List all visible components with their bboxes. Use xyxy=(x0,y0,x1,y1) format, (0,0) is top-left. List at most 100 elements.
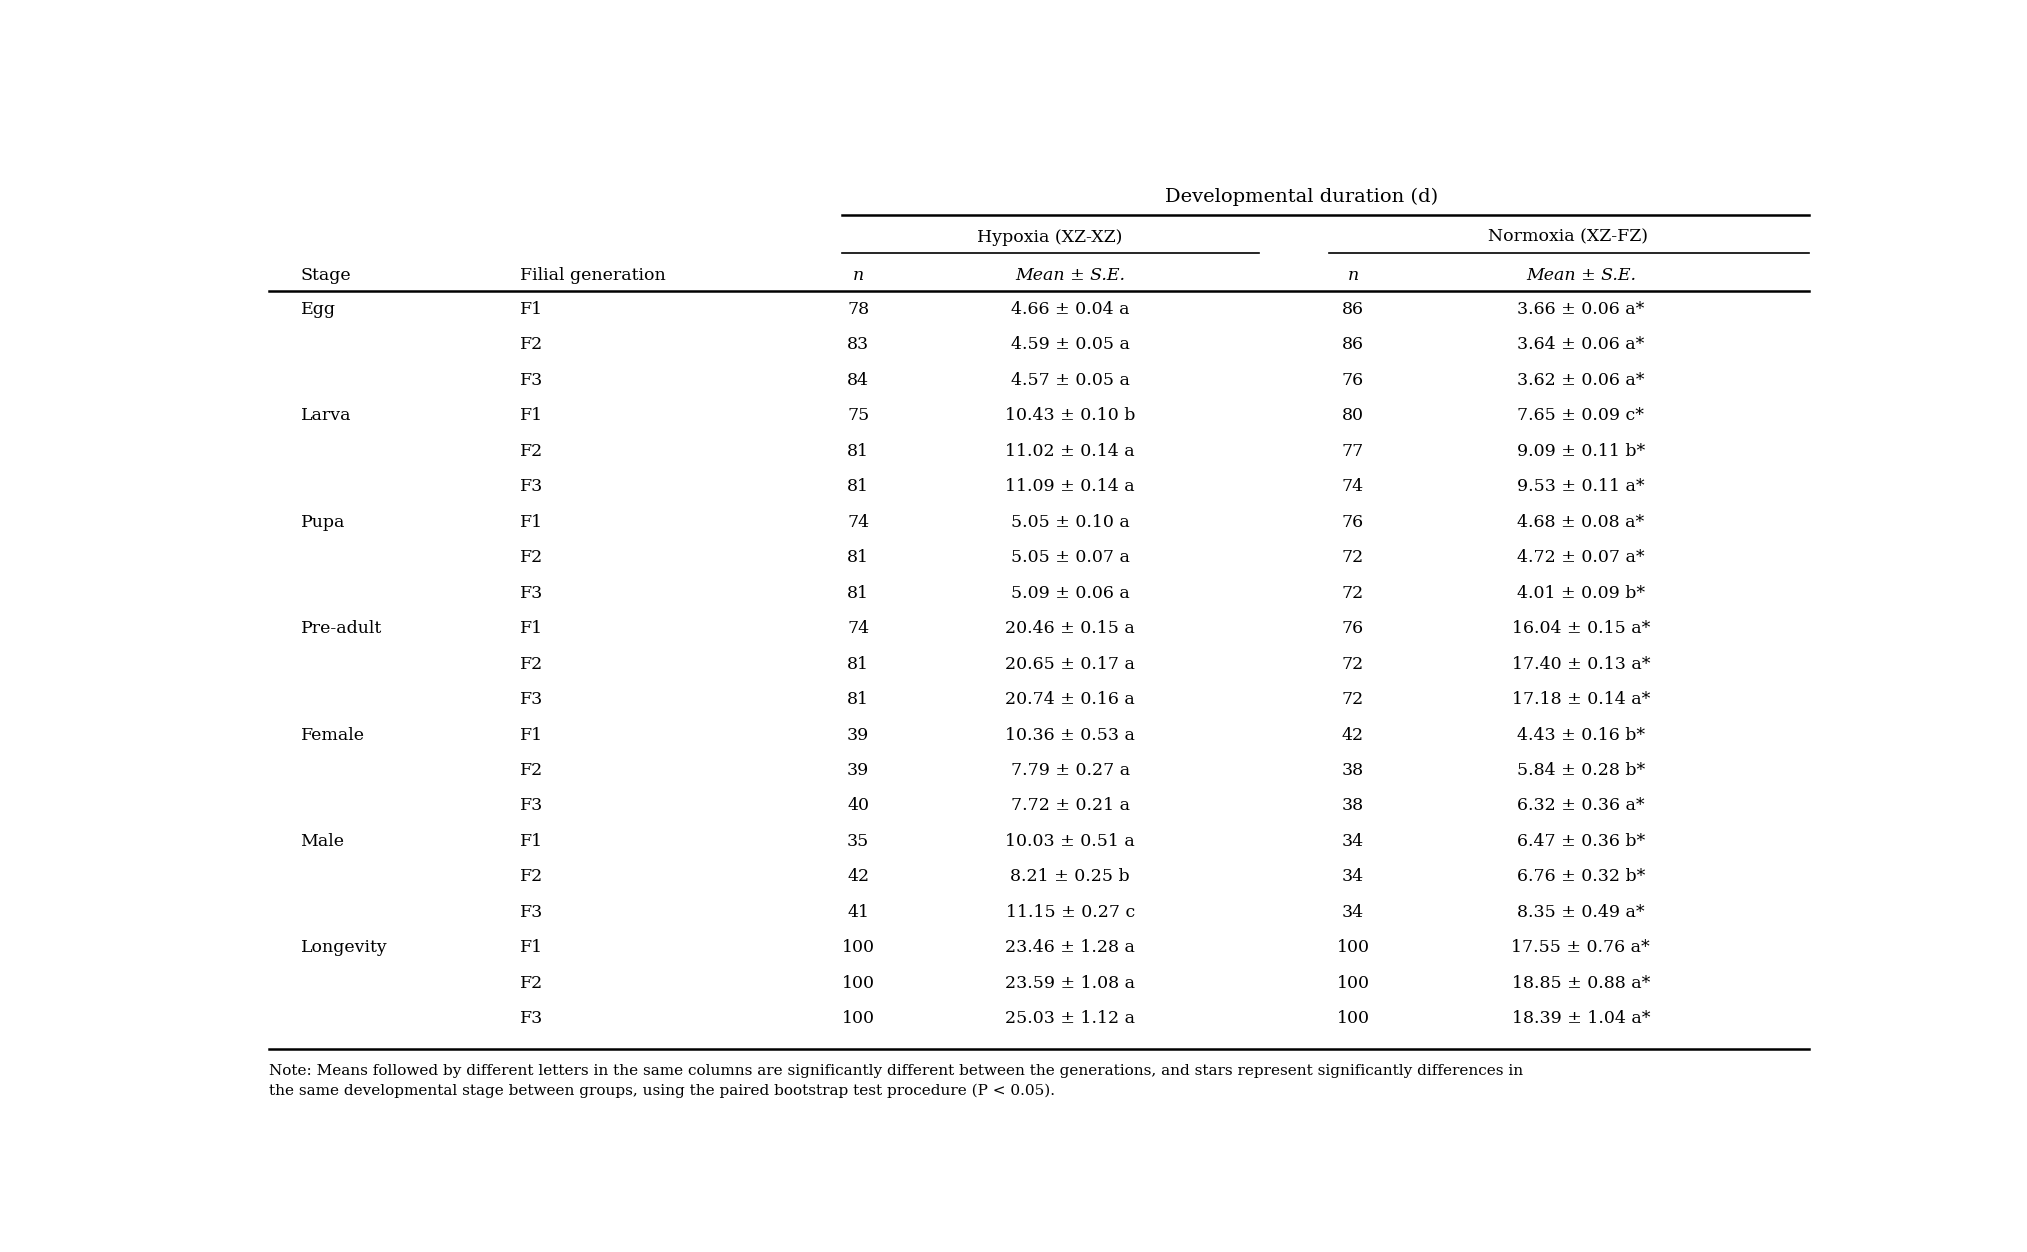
Text: 76: 76 xyxy=(1342,620,1364,637)
Text: 25.03 ± 1.12 a: 25.03 ± 1.12 a xyxy=(1005,1010,1135,1028)
Text: Mean ± S.E.: Mean ± S.E. xyxy=(1526,267,1636,284)
Text: 100: 100 xyxy=(841,939,876,957)
Text: 17.18 ± 0.14 a*: 17.18 ± 0.14 a* xyxy=(1512,691,1650,709)
Text: F3: F3 xyxy=(521,372,543,389)
Text: Egg: Egg xyxy=(300,300,336,318)
Text: F1: F1 xyxy=(521,726,543,744)
Text: F2: F2 xyxy=(521,869,543,885)
Text: F3: F3 xyxy=(521,798,543,815)
Text: Note: Means followed by different letters in the same columns are significantly : Note: Means followed by different letter… xyxy=(270,1064,1522,1078)
Text: 72: 72 xyxy=(1342,656,1364,672)
Text: 23.46 ± 1.28 a: 23.46 ± 1.28 a xyxy=(1005,939,1135,957)
Text: 4.01 ± 0.09 b*: 4.01 ± 0.09 b* xyxy=(1516,585,1644,602)
Text: 4.66 ± 0.04 a: 4.66 ± 0.04 a xyxy=(1011,300,1129,318)
Text: 3.62 ± 0.06 a*: 3.62 ± 0.06 a* xyxy=(1516,372,1644,389)
Text: 20.65 ± 0.17 a: 20.65 ± 0.17 a xyxy=(1005,656,1135,672)
Text: 78: 78 xyxy=(847,300,870,318)
Text: Developmental duration (d): Developmental duration (d) xyxy=(1166,188,1437,205)
Text: 9.53 ± 0.11 a*: 9.53 ± 0.11 a* xyxy=(1516,478,1644,496)
Text: 81: 81 xyxy=(847,478,870,496)
Text: 81: 81 xyxy=(847,656,870,672)
Text: F1: F1 xyxy=(521,620,543,637)
Text: 23.59 ± 1.08 a: 23.59 ± 1.08 a xyxy=(1005,975,1135,992)
Text: 17.55 ± 0.76 a*: 17.55 ± 0.76 a* xyxy=(1512,939,1650,957)
Text: 41: 41 xyxy=(847,904,870,921)
Text: 72: 72 xyxy=(1342,585,1364,602)
Text: F2: F2 xyxy=(521,443,543,459)
Text: 7.72 ± 0.21 a: 7.72 ± 0.21 a xyxy=(1011,798,1129,815)
Text: F3: F3 xyxy=(521,1010,543,1028)
Text: Pre-adult: Pre-adult xyxy=(300,620,381,637)
Text: the same developmental stage between groups, using the paired bootstrap test pro: the same developmental stage between gro… xyxy=(270,1083,1056,1098)
Text: 42: 42 xyxy=(1342,726,1364,744)
Text: 3.66 ± 0.06 a*: 3.66 ± 0.06 a* xyxy=(1516,300,1644,318)
Text: 38: 38 xyxy=(1342,762,1364,779)
Text: 8.35 ± 0.49 a*: 8.35 ± 0.49 a* xyxy=(1516,904,1644,921)
Text: n: n xyxy=(853,267,864,284)
Text: 100: 100 xyxy=(1336,1010,1370,1028)
Text: 9.09 ± 0.11 b*: 9.09 ± 0.11 b* xyxy=(1516,443,1646,459)
Text: F1: F1 xyxy=(521,939,543,957)
Text: 4.43 ± 0.16 b*: 4.43 ± 0.16 b* xyxy=(1516,726,1644,744)
Text: F2: F2 xyxy=(521,550,543,566)
Text: F3: F3 xyxy=(521,691,543,709)
Text: 76: 76 xyxy=(1342,513,1364,531)
Text: F3: F3 xyxy=(521,585,543,602)
Text: 40: 40 xyxy=(847,798,870,815)
Text: F1: F1 xyxy=(521,833,543,850)
Text: 7.79 ± 0.27 a: 7.79 ± 0.27 a xyxy=(1011,762,1129,779)
Text: F2: F2 xyxy=(521,975,543,992)
Text: 38: 38 xyxy=(1342,798,1364,815)
Text: Male: Male xyxy=(300,833,345,850)
Text: 4.72 ± 0.07 a*: 4.72 ± 0.07 a* xyxy=(1516,550,1644,566)
Text: 6.32 ± 0.36 a*: 6.32 ± 0.36 a* xyxy=(1516,798,1644,815)
Text: 20.74 ± 0.16 a: 20.74 ± 0.16 a xyxy=(1005,691,1135,709)
Text: 5.05 ± 0.07 a: 5.05 ± 0.07 a xyxy=(1011,550,1129,566)
Text: 72: 72 xyxy=(1342,550,1364,566)
Text: 3.64 ± 0.06 a*: 3.64 ± 0.06 a* xyxy=(1516,337,1644,353)
Text: 42: 42 xyxy=(847,869,870,885)
Text: F1: F1 xyxy=(521,407,543,424)
Text: 34: 34 xyxy=(1342,869,1364,885)
Text: F1: F1 xyxy=(521,300,543,318)
Text: 86: 86 xyxy=(1342,300,1364,318)
Text: 18.85 ± 0.88 a*: 18.85 ± 0.88 a* xyxy=(1512,975,1650,992)
Text: 35: 35 xyxy=(847,833,870,850)
Text: 83: 83 xyxy=(847,337,870,353)
Text: 74: 74 xyxy=(847,620,870,637)
Text: 5.05 ± 0.10 a: 5.05 ± 0.10 a xyxy=(1011,513,1129,531)
Text: 4.57 ± 0.05 a: 4.57 ± 0.05 a xyxy=(1011,372,1129,389)
Text: 100: 100 xyxy=(1336,939,1370,957)
Text: 4.68 ± 0.08 a*: 4.68 ± 0.08 a* xyxy=(1516,513,1644,531)
Text: Hypoxia (XZ-XZ): Hypoxia (XZ-XZ) xyxy=(977,229,1123,245)
Text: 10.43 ± 0.10 b: 10.43 ± 0.10 b xyxy=(1005,407,1135,424)
Text: F3: F3 xyxy=(521,478,543,496)
Text: 11.09 ± 0.14 a: 11.09 ± 0.14 a xyxy=(1005,478,1135,496)
Text: 34: 34 xyxy=(1342,833,1364,850)
Text: 34: 34 xyxy=(1342,904,1364,921)
Text: 74: 74 xyxy=(1342,478,1364,496)
Text: F2: F2 xyxy=(521,337,543,353)
Text: 10.36 ± 0.53 a: 10.36 ± 0.53 a xyxy=(1005,726,1135,744)
Text: Longevity: Longevity xyxy=(300,939,387,957)
Text: 76: 76 xyxy=(1342,372,1364,389)
Text: 6.47 ± 0.36 b*: 6.47 ± 0.36 b* xyxy=(1516,833,1646,850)
Text: 11.15 ± 0.27 c: 11.15 ± 0.27 c xyxy=(1005,904,1135,921)
Text: 4.59 ± 0.05 a: 4.59 ± 0.05 a xyxy=(1011,337,1129,353)
Text: 39: 39 xyxy=(847,762,870,779)
Text: Pupa: Pupa xyxy=(300,513,345,531)
Text: 100: 100 xyxy=(841,1010,876,1028)
Text: F2: F2 xyxy=(521,656,543,672)
Text: 77: 77 xyxy=(1342,443,1364,459)
Text: 17.40 ± 0.13 a*: 17.40 ± 0.13 a* xyxy=(1512,656,1650,672)
Text: 20.46 ± 0.15 a: 20.46 ± 0.15 a xyxy=(1005,620,1135,637)
Text: 80: 80 xyxy=(1342,407,1364,424)
Text: Larva: Larva xyxy=(300,407,351,424)
Text: 7.65 ± 0.09 c*: 7.65 ± 0.09 c* xyxy=(1518,407,1644,424)
Text: 11.02 ± 0.14 a: 11.02 ± 0.14 a xyxy=(1005,443,1135,459)
Text: 5.84 ± 0.28 b*: 5.84 ± 0.28 b* xyxy=(1516,762,1646,779)
Text: Mean ± S.E.: Mean ± S.E. xyxy=(1016,267,1125,284)
Text: 16.04 ± 0.15 a*: 16.04 ± 0.15 a* xyxy=(1512,620,1650,637)
Text: 39: 39 xyxy=(847,726,870,744)
Text: 10.03 ± 0.51 a: 10.03 ± 0.51 a xyxy=(1005,833,1135,850)
